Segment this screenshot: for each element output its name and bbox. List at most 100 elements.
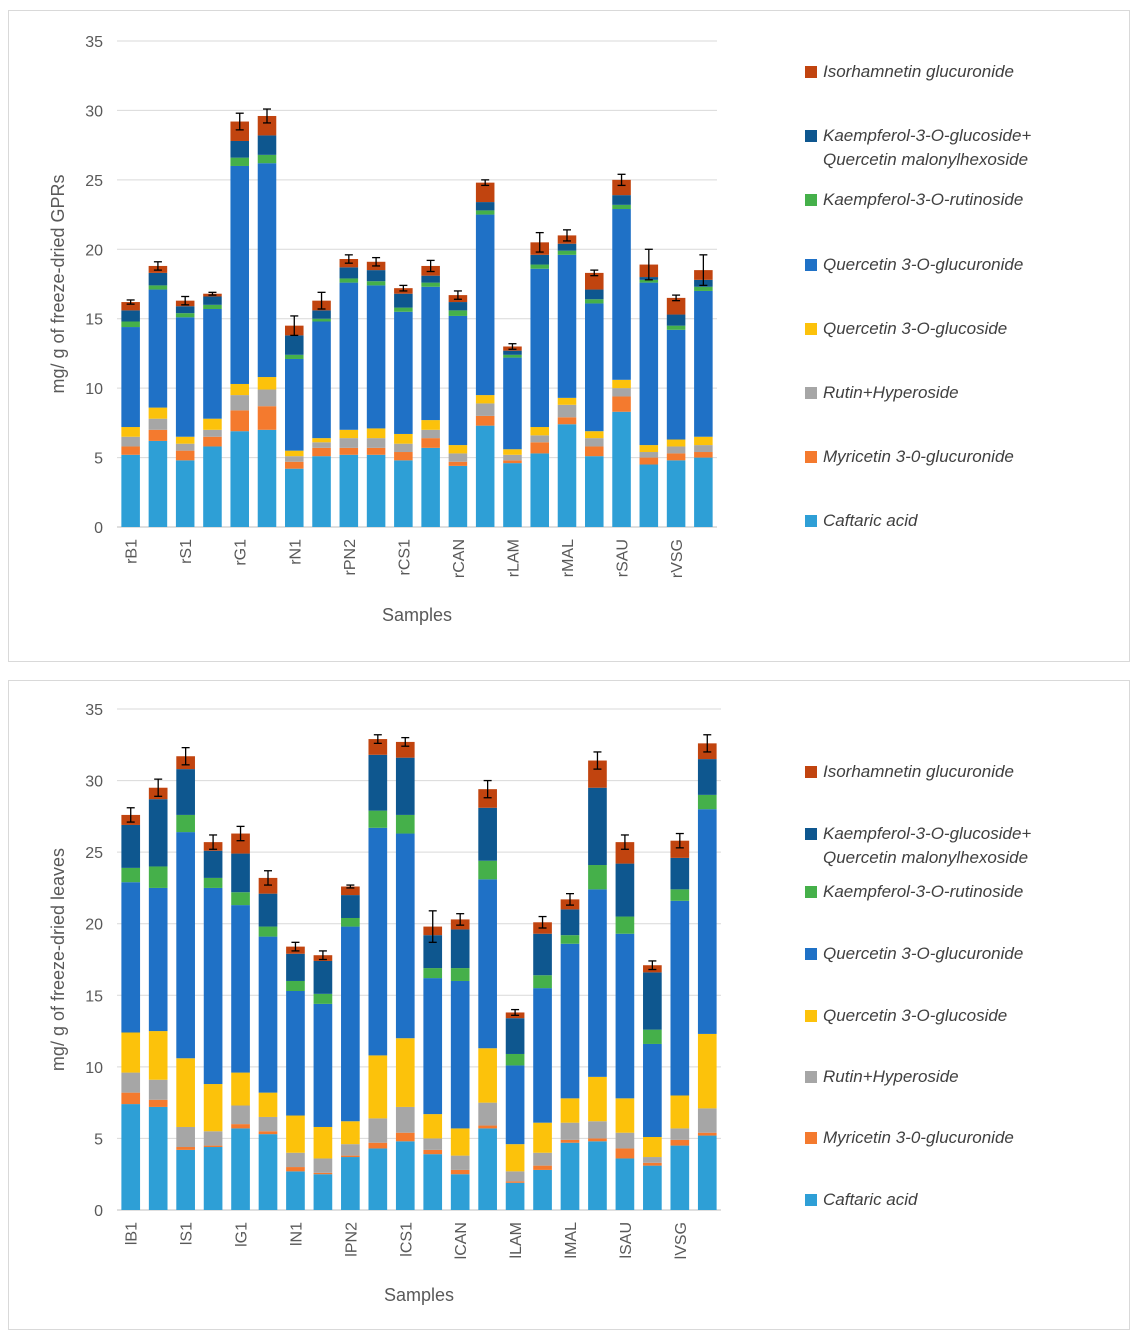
bar-segment-quercetin-3-o-glucoside — [478, 1048, 497, 1103]
bar-segment-kaempferol-3-o-glucoside-quercetin-malonylhexoside — [395, 757, 415, 815]
bar-segment-kaempferol-3-o-rutinoside — [423, 968, 443, 979]
legend-swatch-isorhamnetin-glucuronide — [805, 766, 817, 778]
bar-segment-kaempferol-3-o-glucoside-quercetin-malonylhexoside — [666, 314, 686, 326]
bar-segment-kaempferol-3-o-glucoside-quercetin-malonylhexoside — [394, 293, 413, 308]
bar-segment-rutin-hyperoside — [588, 1121, 607, 1139]
leaves-stacked-bar-chart: 0 5 10 15 20 25 30 35 lB1 lS1 lG1 lN1 lPN2 lCS1 lCAN lL… — [48, 702, 1031, 1305]
bar-segment-kaempferol-3-o-rutinoside — [666, 325, 686, 330]
bar-segment-kaempferol-3-o-rutinoside — [503, 354, 522, 358]
bar-segment-kaempferol-3-o-glucoside-quercetin-malonylhexoside — [258, 893, 278, 927]
bar-segment-myricetin-3-0-glucuronide — [286, 1167, 305, 1172]
bar-segment-kaempferol-3-o-rutinoside — [478, 860, 497, 880]
bar-segment-quercetin-3-o-glucoside — [588, 1076, 607, 1122]
bar-segment-kaempferol-3-o-rutinoside — [643, 1029, 662, 1044]
bar-segment-kaempferol-3-o-rutinoside — [203, 877, 223, 888]
y-tick-label: 15 — [85, 988, 103, 1005]
bar-segment-caftaric-acid — [585, 456, 604, 527]
error-bar — [699, 254, 708, 287]
bar-segment-quercetin-3-o-glucoside — [450, 1128, 470, 1156]
bar-segment-isorhamnetin-glucuronide — [257, 115, 277, 136]
legend-label: Quercetin 3-O-glucoside — [823, 1006, 1007, 1025]
legend-swatch-myricetin-3-0-glucuronide — [805, 451, 817, 463]
bar-segment-caftaric-acid — [312, 456, 331, 527]
bar-segment-isorhamnetin-glucuronide — [258, 877, 278, 894]
bar-segment-rutin-hyperoside — [176, 1126, 195, 1148]
bar-segment-kaempferol-3-o-glucoside-quercetin-malonylhexoside — [503, 350, 522, 355]
bar-segment-kaempferol-3-o-glucoside-quercetin-malonylhexoside — [533, 933, 552, 976]
bar-segment-caftaric-acid — [368, 1148, 388, 1210]
bar-segment-quercetin-3-o-glucuronide — [176, 832, 195, 1059]
error-bar — [644, 248, 653, 281]
error-bar — [399, 284, 408, 292]
y-tick-label: 5 — [94, 451, 103, 468]
bar-segment-myricetin-3-0-glucuronide — [585, 446, 604, 457]
bar-segment-isorhamnetin-glucuronide — [341, 886, 360, 896]
bar-segment-quercetin-3-o-glucoside — [423, 1114, 443, 1139]
bar-segment-caftaric-acid — [588, 1141, 607, 1210]
y-tick-label: 20 — [85, 242, 103, 259]
legend-swatch-caftaric-acid — [805, 515, 817, 527]
bar-segment-quercetin-3-o-glucoside — [230, 383, 249, 396]
x-tick-label: lG1 — [234, 1222, 251, 1247]
bar-segment-rutin-hyperoside — [505, 1171, 525, 1182]
bar-segment-quercetin-3-o-glucoside — [203, 1084, 223, 1132]
bar-segment-caftaric-acid — [615, 1158, 635, 1210]
bar-segment-rutin-hyperoside — [395, 1106, 415, 1133]
bar-segment-caftaric-acid — [560, 1142, 580, 1210]
bar-segment-quercetin-3-o-glucuronide — [175, 317, 195, 437]
error-bar — [481, 179, 490, 187]
bar-segment-quercetin-3-o-glucuronide — [258, 936, 278, 1093]
error-bar — [373, 734, 382, 745]
error-bar — [672, 294, 681, 302]
bar-segment-rutin-hyperoside — [231, 1105, 250, 1125]
bar-segment-rutin-hyperoside — [694, 445, 713, 453]
bar-segment-caftaric-acid — [530, 453, 549, 527]
legend-label: Isorhamnetin glucuronide — [823, 762, 1014, 781]
bar-segment-caftaric-acid — [176, 1149, 195, 1210]
bar-segment-myricetin-3-0-glucuronide — [339, 447, 359, 455]
bar-segment-rutin-hyperoside — [448, 453, 468, 462]
bar-segment-myricetin-3-0-glucuronide — [450, 1169, 470, 1175]
y-tick-label: 35 — [85, 702, 103, 719]
legend-label: Myricetin 3-0-glucuronide — [823, 447, 1014, 466]
bar-segment-rutin-hyperoside — [258, 1116, 278, 1132]
bar-segment-rutin-hyperoside — [230, 395, 249, 411]
error-bar — [346, 884, 355, 889]
bar-segment-kaempferol-3-o-rutinoside — [448, 310, 468, 316]
bar-segment-caftaric-acid — [231, 1128, 250, 1210]
bar-segment-kaempferol-3-o-glucoside-quercetin-malonylhexoside — [670, 857, 690, 890]
bar-segment-kaempferol-3-o-glucoside-quercetin-malonylhexoside — [421, 275, 440, 283]
error-bar — [236, 825, 245, 842]
bar-segment-rutin-hyperoside — [670, 1128, 690, 1140]
bar-segment-caftaric-acid — [612, 411, 631, 527]
bar-segment-quercetin-3-o-glucoside — [257, 377, 277, 390]
x-tick-label: lB1 — [124, 1222, 141, 1245]
bar-segment-myricetin-3-0-glucuronide — [176, 1147, 195, 1150]
bar-segment-myricetin-3-0-glucuronide — [639, 457, 659, 465]
bar-segment-quercetin-3-o-glucuronide — [448, 315, 468, 446]
bar-segment-caftaric-acid — [450, 1174, 470, 1210]
error-bar — [426, 259, 435, 273]
bar-segment-quercetin-3-o-glucoside — [286, 1115, 305, 1153]
bar-segment-quercetin-3-o-glucuronide — [560, 943, 580, 1099]
bar-segment-quercetin-3-o-glucoside — [121, 1032, 141, 1073]
bar-segment-myricetin-3-0-glucuronide — [505, 1181, 525, 1183]
bar-segment-kaempferol-3-o-glucoside-quercetin-malonylhexoside — [231, 853, 250, 893]
bar-segment-caftaric-acid — [341, 1157, 360, 1210]
legend-swatch-kaempferol-3-o-glucoside-quercetin-malonylhexoside — [805, 130, 817, 142]
bar-segment-myricetin-3-0-glucuronide — [478, 1125, 497, 1129]
error-bar — [456, 913, 465, 926]
bar-segment-kaempferol-3-o-rutinoside — [530, 264, 549, 269]
bar-segment-quercetin-3-o-glucoside — [148, 1031, 168, 1080]
bar-segment-isorhamnetin-glucuronide — [231, 833, 250, 854]
x-tick-label: rG1 — [233, 539, 250, 566]
x-tick-label: rVSG — [669, 539, 686, 578]
bar-segment-kaempferol-3-o-rutinoside — [475, 210, 495, 215]
bar-segment-rutin-hyperoside — [312, 442, 331, 448]
bar-segment-kaempferol-3-o-glucoside-quercetin-malonylhexoside — [121, 310, 140, 322]
bar-segment-kaempferol-3-o-rutinoside — [697, 794, 717, 810]
y-tick-label: 25 — [85, 173, 103, 190]
bar-segment-quercetin-3-o-glucoside — [639, 445, 659, 453]
legend-swatch-rutin-hyperoside — [805, 1071, 817, 1083]
bar-segment-isorhamnetin-glucuronide — [121, 302, 140, 311]
